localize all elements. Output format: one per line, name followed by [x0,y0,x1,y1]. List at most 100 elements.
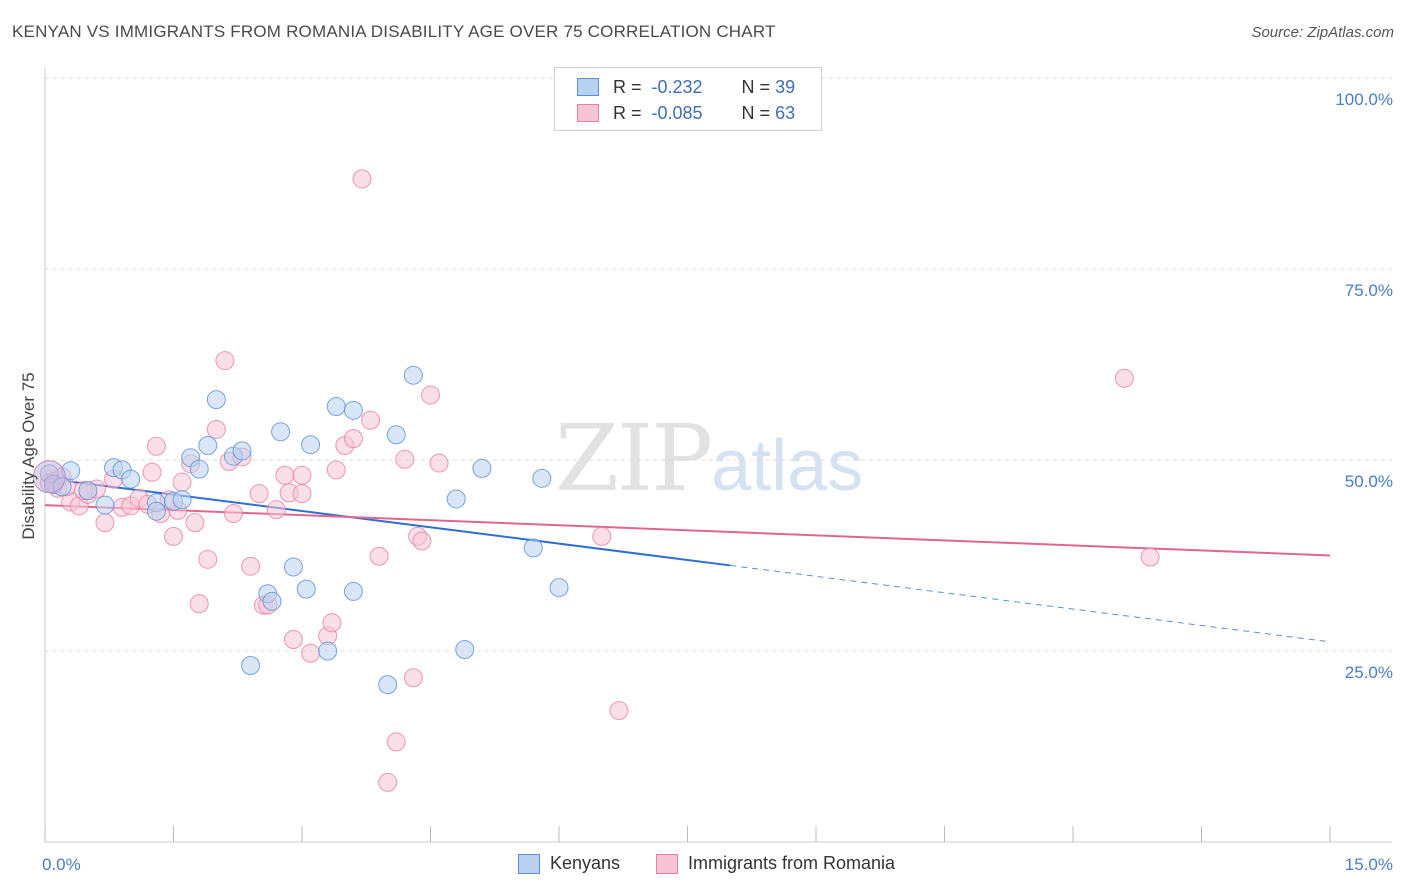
chart-title: KENYAN VS IMMIGRANTS FROM ROMANIA DISABI… [12,22,776,41]
correlation-legend: R = -0.232 N = 39 R = -0.085 N = 63 [554,67,822,131]
legend-r-label: R = [613,76,642,97]
point-kenyans [283,557,303,577]
legend-row-kenyans: R = -0.232 N = 39 [577,75,795,99]
point-kenyans [271,422,291,442]
legend-swatch-romania [577,104,599,122]
point-kenyans [78,481,98,501]
point-romania [403,668,423,688]
legend-n-value: 63 [775,102,796,123]
trend-line-kenyans [44,477,731,567]
point-kenyans [262,591,282,611]
point-kenyans [301,435,321,455]
point-romania [189,594,209,614]
point-kenyans [146,501,166,521]
trend-line-kenyans-extension [730,564,1331,643]
point-kenyans [532,468,552,488]
point-romania [429,453,449,473]
point-kenyans [549,578,569,598]
y-tick-label: 50.0% [1345,472,1393,491]
point-romania [146,436,166,456]
point-romania [369,546,389,566]
point-kenyans [198,435,218,455]
y-axis-label: Disability Age Over 75 [19,372,38,539]
point-kenyans [172,490,192,510]
point-kenyans [241,656,261,676]
point-romania [395,449,415,469]
point-romania [386,732,406,752]
point-kenyans [455,639,475,659]
y-tick-label: 100.0% [1335,90,1393,109]
legend-row-romania: R = -0.085 N = 63 [577,101,795,125]
point-kenyans [472,458,492,478]
point-romania [275,465,295,485]
point-romania [266,500,286,520]
point-kenyans [206,390,226,410]
data-points [32,169,1160,792]
legend-r-value: -0.085 [651,102,703,123]
point-romania [421,385,440,405]
watermark-zip: ZIP [555,405,713,512]
trend-lines [44,477,1331,643]
point-romania [322,613,342,633]
bottom-legend-label-romania: Immigrants from Romania [688,853,896,873]
point-romania [361,410,381,430]
bottom-legend-label-kenyans: Kenyans [550,853,621,873]
bottom-legend-romania: Immigrants from Romania [656,853,895,874]
point-romania [292,484,312,504]
legend-swatch-kenyans [577,78,599,96]
point-kenyans [232,441,252,461]
legend-n-value: 39 [775,76,796,97]
point-romania [95,513,115,533]
x-tick-label: 0.0% [42,855,81,874]
legend-n-label: N = [741,76,771,97]
point-romania [592,526,612,546]
point-kenyans [326,397,346,417]
point-kenyans [403,365,423,385]
point-cluster [32,460,66,494]
point-kenyans [386,425,406,445]
point-romania [343,429,363,449]
point-kenyans [95,495,115,515]
trend-line-romania [44,504,1331,557]
point-romania [172,472,192,492]
point-kenyans [296,579,316,599]
point-romania [378,772,398,792]
point-kenyans [343,400,363,420]
y-tick-label: 75.0% [1345,281,1393,300]
point-romania [412,531,432,551]
point-romania [352,169,372,189]
point-kenyans [121,469,141,489]
point-kenyans [343,581,363,601]
bottom-legend-kenyans: Kenyans [518,853,620,874]
tick-labels: 25.0% 50.0% 75.0% 100.0% 0.0% 15.0% Disability… [19,90,1393,874]
point-romania [215,351,235,371]
watermark-atlas: atlas [711,426,864,506]
point-kenyans [446,489,466,509]
point-romania [164,526,183,546]
legend-r-label: R = [613,102,642,123]
point-romania [142,462,162,482]
point-romania [1114,368,1134,388]
point-romania [185,513,205,533]
bottom-legend-swatch-kenyans [518,853,540,874]
x-tick-label: 15.0% [1345,855,1393,874]
watermark: ZIPatlas [555,405,863,512]
source-label: Source: ZipAtlas.com [1251,24,1394,41]
point-romania [206,419,226,439]
point-romania [223,503,243,523]
point-kenyans [523,538,543,558]
point-romania [1140,547,1160,567]
point-romania [241,556,261,576]
legend-r-value: -0.232 [651,76,703,97]
point-romania [292,465,312,485]
point-romania [609,701,629,721]
point-kenyans [378,675,398,695]
point-kenyans [318,641,338,661]
legend-n-label: N = [741,102,771,123]
point-romania [249,484,269,504]
point-romania [301,643,321,663]
point-romania [198,549,218,569]
bottom-legend-swatch-romania [656,853,678,874]
point-kenyans [189,459,209,479]
